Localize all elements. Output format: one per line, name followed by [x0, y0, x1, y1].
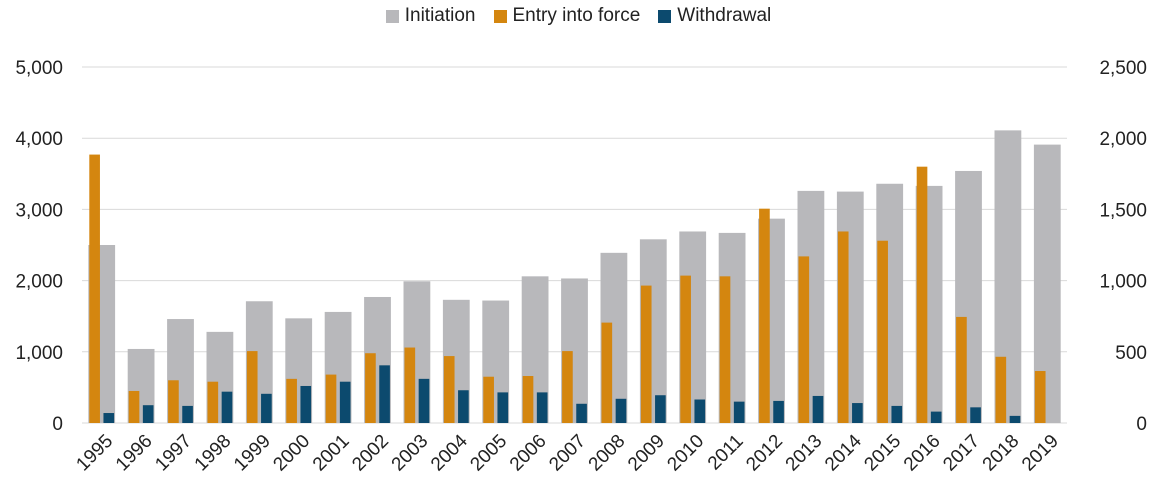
- bar-entry-into-force: [916, 166, 928, 423]
- bar-entry-into-force: [286, 378, 297, 423]
- bar-entry-into-force: [956, 316, 967, 423]
- y-right-tick-label: 500: [1115, 343, 1147, 364]
- x-tick-label: 2011: [704, 431, 748, 475]
- y-right-tick-label: 2,000: [1099, 129, 1147, 150]
- bar-entry-into-force: [1034, 371, 1046, 423]
- bar-withdrawal: [458, 390, 469, 423]
- bar-withdrawal: [891, 405, 903, 423]
- bar-withdrawal: [733, 401, 745, 423]
- legend-label-initiation: Initiation: [404, 5, 476, 26]
- x-tick-label: 2013: [782, 431, 827, 476]
- y-right-tick-label: 0: [1136, 414, 1147, 435]
- x-tick-label: 2015: [860, 431, 905, 476]
- y-left-tick-label: 5,000: [15, 58, 63, 79]
- bar-withdrawal: [182, 405, 193, 423]
- bar-withdrawal: [812, 395, 824, 423]
- x-tick-label: 2008: [585, 431, 630, 476]
- bar-withdrawal: [576, 403, 587, 423]
- x-tick-label: 2000: [269, 431, 314, 476]
- bar-entry-into-force: [168, 380, 179, 423]
- x-tick-label: 1997: [151, 431, 196, 476]
- bar-entry-into-force: [89, 154, 100, 424]
- bar-withdrawal: [261, 393, 272, 423]
- x-tick-label: 2019: [1018, 431, 1063, 476]
- bar-entry-into-force: [365, 353, 376, 423]
- bar-entry-into-force: [877, 240, 888, 423]
- x-tick-label: 2004: [427, 430, 472, 475]
- bar-withdrawal: [142, 405, 154, 423]
- bar-entry-into-force: [798, 256, 810, 423]
- bar-entry-into-force: [207, 381, 219, 423]
- bar-entry-into-force: [483, 376, 494, 423]
- y-left-tick-label: 3,000: [15, 200, 63, 221]
- bar-withdrawal: [615, 398, 627, 423]
- y-left-tick-label: 2,000: [15, 272, 63, 293]
- x-tick-label: 1996: [112, 431, 157, 476]
- bar-withdrawal: [852, 403, 863, 423]
- bar-entry-into-force: [128, 390, 140, 423]
- x-tick-label: 2014: [821, 430, 866, 475]
- bar-withdrawal: [418, 378, 430, 423]
- x-tick-label: 2007: [545, 431, 590, 476]
- bar-withdrawal: [773, 400, 784, 423]
- x-tick-label: 2001: [309, 431, 354, 476]
- bar-entry-into-force: [246, 351, 258, 423]
- x-tick-label: 2003: [388, 431, 433, 476]
- bar-withdrawal: [970, 407, 981, 423]
- x-tick-label: 2002: [348, 431, 393, 476]
- y-left-tick-label: 1,000: [15, 343, 63, 364]
- legend-label-withdrawal: Withdrawal: [677, 5, 772, 26]
- legend-swatch-initiation: [385, 9, 399, 23]
- bar-withdrawal: [694, 399, 706, 423]
- bar-entry-into-force: [522, 376, 534, 423]
- bar-withdrawal: [1009, 415, 1021, 423]
- y-left-tick-label: 4,000: [15, 129, 63, 150]
- legend-label-entry-into-force: Entry into force: [512, 5, 641, 26]
- bar-entry-into-force: [837, 231, 849, 423]
- y-right-tick-label: 1,500: [1099, 200, 1147, 221]
- bar-withdrawal: [930, 411, 942, 423]
- bar-entry-into-force: [443, 356, 455, 423]
- y-left-tick-label: 0: [52, 414, 63, 435]
- bar-withdrawal: [300, 385, 312, 423]
- x-tick-label: 2005: [466, 431, 511, 476]
- bar-entry-into-force: [562, 351, 573, 423]
- x-tick-label: 2018: [979, 431, 1024, 476]
- legend-item-initiation: Initiation: [385, 5, 476, 27]
- legend-swatch-entry-into-force: [493, 9, 507, 23]
- bar-entry-into-force: [995, 356, 1007, 423]
- bar-withdrawal: [339, 381, 351, 423]
- bar-withdrawal: [221, 391, 233, 423]
- x-tick-label: 2006: [506, 431, 551, 476]
- x-tick-label: 2010: [663, 431, 708, 476]
- x-tick-label: 2017: [939, 431, 984, 476]
- bar-withdrawal: [103, 413, 115, 423]
- bar-entry-into-force: [601, 322, 613, 423]
- x-tick-label: 2012: [742, 431, 787, 476]
- bar-entry-into-force: [404, 347, 416, 423]
- legend-swatch-withdrawal: [658, 9, 672, 23]
- legend: Initiation Entry into force Withdrawal: [0, 5, 1157, 27]
- y-right-tick-label: 2,500: [1099, 58, 1147, 79]
- bar-withdrawal: [379, 365, 390, 423]
- bar-withdrawal: [497, 392, 509, 423]
- bar-entry-into-force: [640, 285, 652, 423]
- bar-entry-into-force: [680, 275, 691, 423]
- bar-entry-into-force: [759, 208, 770, 423]
- bar-withdrawal: [536, 392, 548, 423]
- x-tick-label: 2009: [624, 431, 669, 476]
- legend-item-entry-into-force: Entry into force: [493, 5, 641, 27]
- y-right-tick-label: 1,000: [1099, 272, 1147, 293]
- x-tick-label: 1998: [191, 431, 236, 476]
- legend-item-withdrawal: Withdrawal: [658, 5, 771, 27]
- x-tick-label: 1999: [230, 431, 275, 476]
- bar-entry-into-force: [719, 276, 731, 423]
- x-tick-label: 2016: [900, 431, 945, 476]
- bar-entry-into-force: [325, 374, 337, 423]
- x-tick-label: 1995: [72, 431, 117, 476]
- bar-withdrawal: [655, 395, 666, 423]
